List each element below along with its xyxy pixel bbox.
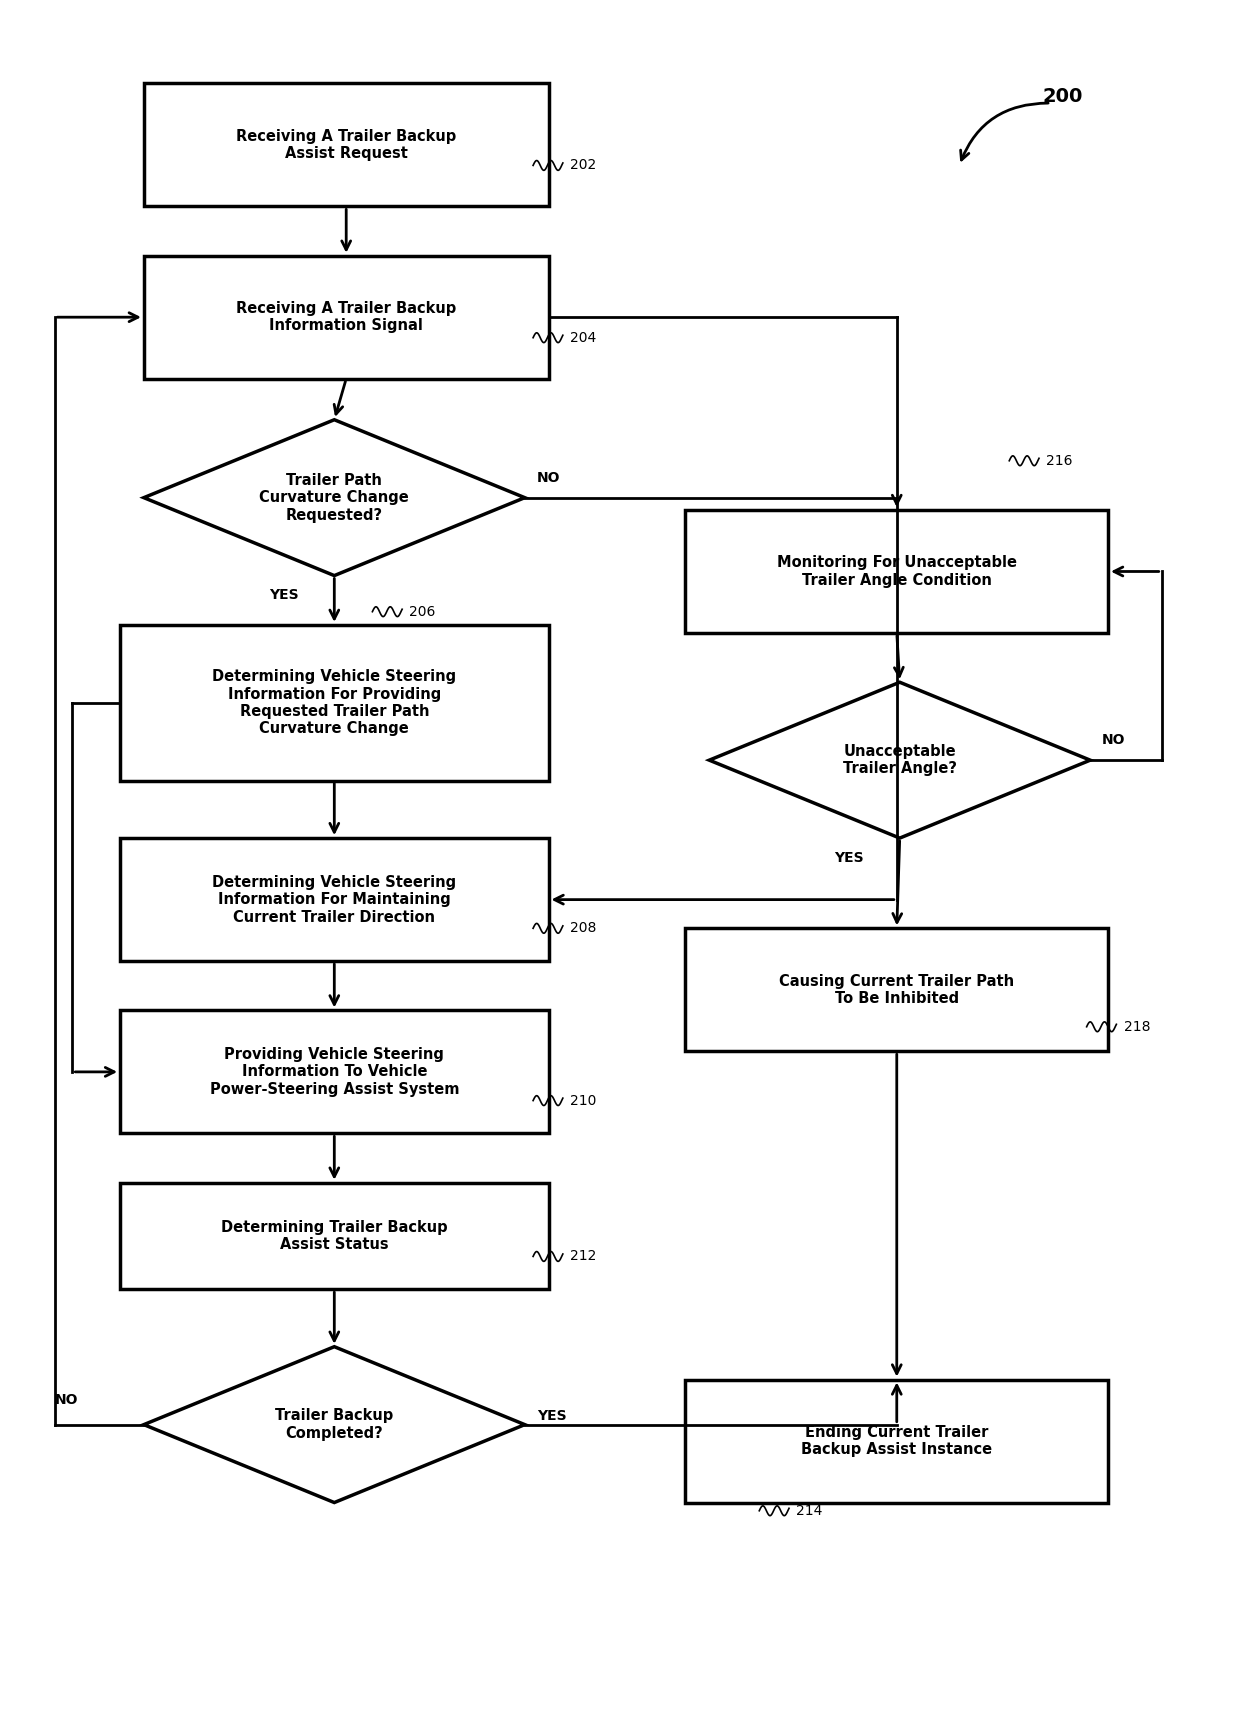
Bar: [686, 928, 1109, 1051]
Bar: [120, 1010, 548, 1133]
Polygon shape: [144, 420, 525, 576]
Text: 202: 202: [570, 159, 596, 173]
Text: Providing Vehicle Steering
Information To Vehicle
Power-Steering Assist System: Providing Vehicle Steering Information T…: [210, 1048, 459, 1097]
Text: 218: 218: [1123, 1020, 1149, 1034]
Text: 212: 212: [570, 1249, 596, 1263]
Polygon shape: [144, 1347, 525, 1502]
Bar: [120, 625, 548, 781]
Text: 216: 216: [1047, 455, 1073, 468]
Text: Trailer Path
Curvature Change
Requested?: Trailer Path Curvature Change Requested?: [259, 473, 409, 523]
Text: Trailer Backup
Completed?: Trailer Backup Completed?: [275, 1408, 393, 1441]
Text: Unacceptable
Trailer Angle?: Unacceptable Trailer Angle?: [843, 743, 957, 776]
Bar: [120, 1183, 548, 1289]
Text: YES: YES: [537, 1410, 567, 1424]
Bar: [686, 1379, 1109, 1502]
Text: NO: NO: [537, 472, 560, 485]
Text: NO: NO: [55, 1393, 78, 1407]
Text: 204: 204: [570, 332, 596, 345]
Text: 208: 208: [570, 921, 596, 935]
Bar: [686, 509, 1109, 632]
Text: Determining Trailer Backup
Assist Status: Determining Trailer Backup Assist Status: [221, 1220, 448, 1253]
Text: YES: YES: [835, 851, 864, 865]
Text: Monitoring For Unacceptable
Trailer Angle Condition: Monitoring For Unacceptable Trailer Angl…: [776, 555, 1017, 588]
Text: 214: 214: [796, 1504, 822, 1518]
Bar: [120, 837, 548, 960]
Text: Determining Vehicle Steering
Information For Providing
Requested Trailer Path
Cu: Determining Vehicle Steering Information…: [212, 670, 456, 737]
Text: Ending Current Trailer
Backup Assist Instance: Ending Current Trailer Backup Assist Ins…: [801, 1425, 992, 1458]
Bar: [144, 84, 548, 207]
Text: 206: 206: [409, 605, 435, 619]
Text: 210: 210: [570, 1094, 596, 1107]
Text: 200: 200: [1043, 87, 1083, 106]
Text: Receiving A Trailer Backup
Information Signal: Receiving A Trailer Backup Information S…: [236, 301, 456, 333]
Text: YES: YES: [269, 588, 299, 602]
Text: NO: NO: [1102, 733, 1126, 747]
Text: Determining Vehicle Steering
Information For Maintaining
Current Trailer Directi: Determining Vehicle Steering Information…: [212, 875, 456, 925]
Bar: [144, 256, 548, 379]
Text: Causing Current Trailer Path
To Be Inhibited: Causing Current Trailer Path To Be Inhib…: [779, 974, 1014, 1007]
Polygon shape: [709, 682, 1090, 837]
Text: Receiving A Trailer Backup
Assist Request: Receiving A Trailer Backup Assist Reques…: [236, 128, 456, 161]
